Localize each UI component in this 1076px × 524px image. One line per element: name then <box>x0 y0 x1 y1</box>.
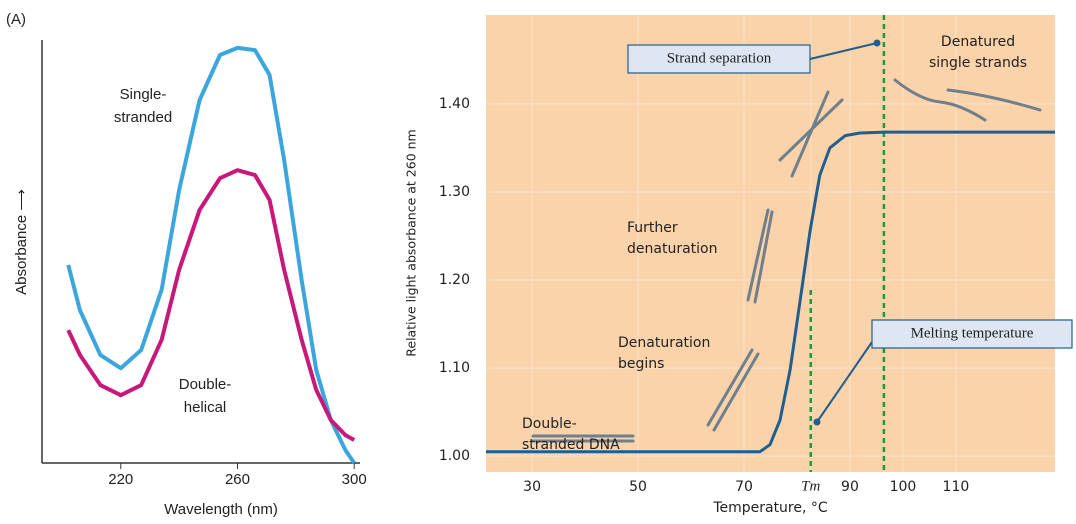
y-tick-label: 1.10 <box>439 360 470 376</box>
y-tick-label: 1.00 <box>439 448 470 464</box>
annotation: Melting temperature <box>911 325 1034 341</box>
annotation: Further <box>627 220 678 236</box>
y-axis-label: Absorbance ⟶ <box>13 189 30 295</box>
x-tick-label: 30 <box>523 479 541 495</box>
panel-label: (A) <box>6 11 26 28</box>
x-tick-label: 90 <box>841 479 859 495</box>
annotation: Denaturation <box>618 335 710 351</box>
annotation-pointer <box>809 42 878 60</box>
x-tick-label: 260 <box>225 471 250 488</box>
annotation: Double- <box>522 416 577 432</box>
annotation: helical <box>184 399 227 416</box>
x-tick-label: Tm <box>801 478 820 494</box>
x-tick-label: 220 <box>108 471 133 488</box>
annotation: denaturation <box>627 241 717 257</box>
plot-background <box>486 15 1055 472</box>
x-axis-label: Wavelength (nm) <box>164 501 278 518</box>
y-tick-label: 1.40 <box>439 96 470 112</box>
dna-sketch <box>531 434 635 443</box>
data-line <box>486 130 1055 454</box>
annotation-box <box>871 319 1073 349</box>
annotation-dot <box>873 39 881 47</box>
annotation: Single- <box>120 86 167 103</box>
x-tick-label: 100 <box>890 479 917 495</box>
x-tick-label: 50 <box>629 479 647 495</box>
annotation-pointer <box>816 341 873 423</box>
chart-panel: (A) 220 260 300 Wavelength (nm) Absorbance ⟶ S… <box>6 11 367 518</box>
annotation: stranded DNA <box>522 437 620 453</box>
dna-sketch <box>893 78 1042 122</box>
y-tick-label: 1.30 <box>439 184 470 200</box>
annotation: Denatured <box>941 34 1015 50</box>
annotation-box <box>627 44 811 74</box>
x-tick-label: 300 <box>342 471 367 488</box>
annotation: single strands <box>929 55 1027 71</box>
dna-sketch <box>746 208 774 304</box>
annotation: begins <box>618 356 664 372</box>
data-line <box>66 168 356 442</box>
dna-sketch <box>706 348 760 432</box>
annotation-dot <box>813 418 821 426</box>
x-tick-label: 70 <box>735 479 753 495</box>
chart-panel: 1.00 1.10 1.20 1.30 1.40 30 50 70 Tm 90 100 110 Temp… <box>404 15 1073 516</box>
data-line <box>66 45 356 465</box>
dna-sketch <box>778 90 844 178</box>
x-axis-label: Temperature, °C <box>712 500 828 516</box>
annotation: stranded <box>114 109 172 126</box>
x-tick-label: 110 <box>943 479 970 495</box>
annotation: Double- <box>179 376 232 393</box>
y-axis-label: Relative light absorbance at 260 nm <box>404 129 419 356</box>
annotation: Strand separation <box>667 50 772 66</box>
y-tick-label: 1.20 <box>439 272 470 288</box>
